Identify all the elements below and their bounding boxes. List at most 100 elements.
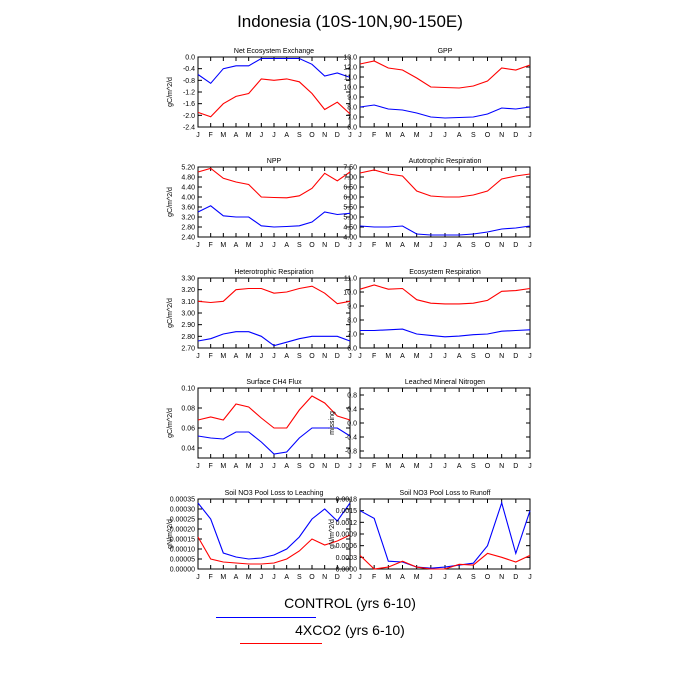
y-tick-label: 0.0 xyxy=(347,421,357,428)
y-tick-label: 0.04 xyxy=(181,446,195,453)
x-tick-label: J xyxy=(528,463,532,470)
x-tick-label: F xyxy=(209,242,213,249)
y-tick-label: 0.00005 xyxy=(170,557,195,564)
panel-soil-no3-pool-loss-to-runoff: Soil NO3 Pool Loss to Runoff 0.0018 0.0015… xyxy=(329,490,532,581)
x-tick-label: A xyxy=(284,132,289,139)
x-tick-label: O xyxy=(485,132,491,139)
x-tick-label: A xyxy=(284,242,289,249)
x-tick-label: N xyxy=(499,353,504,360)
y-tick-label: 0.00030 xyxy=(170,507,195,514)
panel-autotrophic-respiration: Autotrophic Respiration 7.50 7.00 6.50 6.00 5… xyxy=(343,158,531,249)
y-tick-label: 0.0003 xyxy=(336,555,358,562)
x-tick-label: J xyxy=(260,242,264,249)
x-tick-label: M xyxy=(246,574,252,581)
series-line-4xco2 xyxy=(359,60,531,89)
x-tick-label: S xyxy=(471,463,476,470)
x-tick-label: M xyxy=(246,242,252,249)
x-tick-label: N xyxy=(322,132,327,139)
x-tick-label: F xyxy=(372,463,376,470)
x-tick-label: O xyxy=(485,463,491,470)
y-tick-label: 0.00010 xyxy=(170,547,195,554)
y-tick-label: 4.40 xyxy=(181,185,195,192)
legend-line-4xco2 xyxy=(240,643,322,644)
x-tick-label: S xyxy=(297,574,302,581)
y-tick-label: 8.0 xyxy=(347,105,357,112)
series-line-control xyxy=(197,331,351,347)
x-tick-label: D xyxy=(335,132,340,139)
x-tick-label: J xyxy=(443,132,447,139)
x-tick-label: M xyxy=(414,132,420,139)
x-tick-label: A xyxy=(284,574,289,581)
x-tick-label: J xyxy=(196,463,200,470)
panel-title: Soil NO3 Pool Loss to Leaching xyxy=(225,490,324,497)
x-tick-label: M xyxy=(414,574,420,581)
y-tick-label: 7.00 xyxy=(343,175,357,182)
x-tick-label: N xyxy=(322,463,327,470)
x-tick-label: N xyxy=(499,574,504,581)
x-tick-label: M xyxy=(385,132,391,139)
y-tick-label: 0.0018 xyxy=(336,497,358,504)
x-tick-label: J xyxy=(272,574,276,581)
x-tick-label: S xyxy=(297,242,302,249)
plot-frame xyxy=(197,56,351,128)
x-tick-label: A xyxy=(457,353,462,360)
y-tick-label: 6.0 xyxy=(347,125,357,132)
panel-ecosystem-respiration: Ecosystem Respiration 11.0 10.0 9.0 8.0 7.0 6.… xyxy=(343,269,531,360)
y-tick-label: -2.0 xyxy=(183,113,195,120)
panel-title: Heterotrophic Respiration xyxy=(234,269,313,276)
y-axis-label: gN/m^2/d xyxy=(329,519,336,549)
y-tick-label: 0.0012 xyxy=(336,520,358,527)
x-tick-label: J xyxy=(272,353,276,360)
x-tick-label: J xyxy=(358,132,362,139)
x-tick-label: F xyxy=(209,353,213,360)
y-tick-label: 0.06 xyxy=(181,426,195,433)
x-tick-label: O xyxy=(309,242,315,249)
x-tick-label: N xyxy=(499,132,504,139)
x-tick-label: J xyxy=(429,353,433,360)
x-tick-label: A xyxy=(234,353,239,360)
y-tick-label: 2.40 xyxy=(181,235,195,242)
y-tick-label: 2.90 xyxy=(181,322,195,329)
y-axis-label: gC/m^2/d xyxy=(167,408,174,438)
x-tick-label: N xyxy=(499,242,504,249)
x-tick-label: O xyxy=(309,574,315,581)
x-tick-label: D xyxy=(335,242,340,249)
y-tick-label: 4.80 xyxy=(181,175,195,182)
x-tick-label: S xyxy=(297,132,302,139)
x-tick-label: M xyxy=(220,353,226,360)
figure-title: Indonesia (10S-10N,90-150E) xyxy=(237,12,463,31)
x-tick-label: J xyxy=(348,132,352,139)
panel-heterotrophic-respiration: Heterotrophic Respiration 3.30 3.20 3.10 3.0… xyxy=(167,269,352,360)
y-tick-label: 10.0 xyxy=(343,290,357,297)
x-tick-label: A xyxy=(400,574,405,581)
legend-line-control xyxy=(216,617,316,618)
plot-frame xyxy=(197,387,351,459)
plot-frame xyxy=(359,387,531,459)
y-tick-label: 3.10 xyxy=(181,299,195,306)
y-tick-label: -0.4 xyxy=(183,66,195,73)
x-tick-label: M xyxy=(385,574,391,581)
series-line-4xco2 xyxy=(359,284,531,305)
plot-frame xyxy=(359,56,531,128)
y-tick-label: 3.60 xyxy=(181,205,195,212)
y-tick-label: 0.0015 xyxy=(336,508,358,515)
y-tick-label: 9.0 xyxy=(347,95,357,102)
x-tick-label: J xyxy=(348,574,352,581)
x-tick-label: S xyxy=(471,242,476,249)
x-tick-label: J xyxy=(272,242,276,249)
x-tick-label: D xyxy=(513,463,518,470)
series-line-control xyxy=(197,427,351,455)
x-tick-label: M xyxy=(220,574,226,581)
y-tick-label: 0.00020 xyxy=(170,527,195,534)
x-tick-label: J xyxy=(528,242,532,249)
plot-frame xyxy=(197,277,351,349)
series-line-control xyxy=(197,205,351,228)
y-axis-label: gC/m^2/d xyxy=(167,187,174,217)
series-line-4xco2 xyxy=(359,169,531,198)
x-tick-label: A xyxy=(400,132,405,139)
y-tick-label: 6.00 xyxy=(343,195,357,202)
x-tick-label: M xyxy=(246,353,252,360)
